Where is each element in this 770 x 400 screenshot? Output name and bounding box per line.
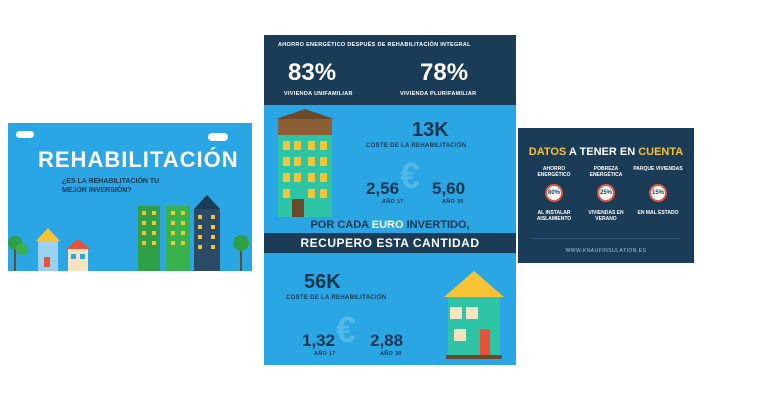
- block1-value-year17: 2,56: [366, 179, 400, 198]
- block1-label-year30: AÑO 30: [442, 199, 464, 205]
- block1-label-year17: AÑO 17: [382, 199, 404, 205]
- datos-title-c: CUENTA: [638, 146, 684, 158]
- datos-title-b: A TENER EN: [566, 146, 639, 158]
- block1-cost-value: 13K: [412, 119, 449, 141]
- stat-unifamiliar-label: VIVIENDA UNIFAMILIAR: [284, 91, 353, 97]
- banner-text-euro: EURO: [371, 219, 404, 231]
- card-title: REHABILITACIÓN: [38, 147, 239, 172]
- block2-cost-value: 56K: [304, 271, 341, 293]
- cloud-icon: [208, 133, 228, 141]
- euro-icon: €: [400, 155, 421, 196]
- cloud-icon: [16, 131, 34, 138]
- datos-title: DATOS A TENER EN CUENTA: [518, 146, 694, 158]
- block2-cost-label: COSTE DE LA REHABILITACIÓN: [286, 295, 387, 301]
- block1-cost-label: COSTE DE LA REHABILITACIÓN: [366, 143, 467, 149]
- block2-value-year30: 2,88: [370, 331, 404, 350]
- item1-top-label: AHORRO ENERGÉTICO: [537, 166, 571, 178]
- euro-banner-line2-block: RECUPERO ESTA CANTIDAD: [264, 233, 516, 253]
- euro-banner-line2: RECUPERO ESTA CANTIDAD: [300, 236, 480, 250]
- house-illustration: [444, 271, 504, 359]
- rehabilitacion-card: REHABILITACIÓN ¿ES LA REHABILITACIÓN TU …: [8, 123, 252, 271]
- block2-label-year30: AÑO 30: [380, 351, 402, 357]
- stat-unifamiliar-value: 83%: [288, 59, 337, 86]
- savings-title: AHORRO ENERGÉTICO DESPUÉS DE REHABILITAC…: [278, 42, 471, 48]
- block2-value-year17: 1,32: [302, 331, 336, 350]
- apartment-building-illustration: [276, 109, 334, 217]
- item3-top-label: PARQUE VIVIENDAS: [633, 166, 683, 172]
- stat-plurifamiliar-label: VIVIENDA PLURIFAMILIAR: [400, 91, 477, 97]
- datos-title-a: DATOS: [528, 146, 567, 158]
- card-subtitle: ¿ES LA REHABILITACIÓN TU MEJOR INVERSIÓN…: [62, 178, 160, 194]
- savings-header-block: AHORRO ENERGÉTICO DESPUÉS DE REHABILITAC…: [264, 35, 516, 105]
- item3-ring: 15%: [649, 184, 667, 202]
- item3-bottom-label: EN MAL ESTADO: [637, 210, 679, 216]
- euro-icon: €: [336, 309, 357, 350]
- banner-text-a: POR CADA: [310, 219, 372, 231]
- item2-bottom-label: VIVIENDAS EN VERANO: [588, 210, 624, 222]
- datos-card: DATOS A TENER EN CUENTA AHORRO ENERGÉTIC…: [518, 128, 694, 263]
- infographic-card: AHORRO ENERGÉTICO DESPUÉS DE REHABILITAC…: [264, 35, 516, 365]
- euro-banner-line1: POR CADA EURO INVERTIDO,: [264, 219, 516, 231]
- divider-line: [532, 238, 680, 239]
- item1-ring: 80%: [545, 184, 563, 202]
- stat-plurifamiliar-value: 78%: [420, 59, 469, 86]
- banner-text-c: INVERTIDO,: [403, 219, 470, 231]
- block2-label-year17: AÑO 17: [314, 351, 336, 357]
- item2-ring: 25%: [597, 184, 615, 202]
- city-illustration: [8, 195, 249, 271]
- item1-bottom-label: AL INSTALAR AISLAMIENTO: [536, 210, 572, 222]
- item2-top-label: POBREZA ENERGÉTICA: [589, 166, 623, 178]
- website-url: WWW.KNAUFINSULATION.ES: [565, 248, 647, 254]
- block1-value-year30: 5,60: [432, 179, 466, 198]
